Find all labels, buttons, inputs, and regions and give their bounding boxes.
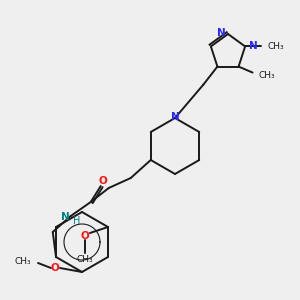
- Text: N: N: [171, 112, 179, 122]
- Text: N: N: [61, 212, 70, 222]
- Text: O: O: [98, 176, 107, 186]
- Text: CH₃: CH₃: [77, 254, 93, 263]
- Text: CH₃: CH₃: [14, 256, 31, 266]
- Text: N: N: [249, 41, 258, 51]
- Text: H: H: [73, 216, 80, 226]
- Text: N: N: [217, 28, 226, 38]
- Text: O: O: [81, 231, 89, 241]
- Text: O: O: [51, 263, 59, 273]
- Text: CH₃: CH₃: [259, 71, 275, 80]
- Text: CH₃: CH₃: [267, 42, 284, 51]
